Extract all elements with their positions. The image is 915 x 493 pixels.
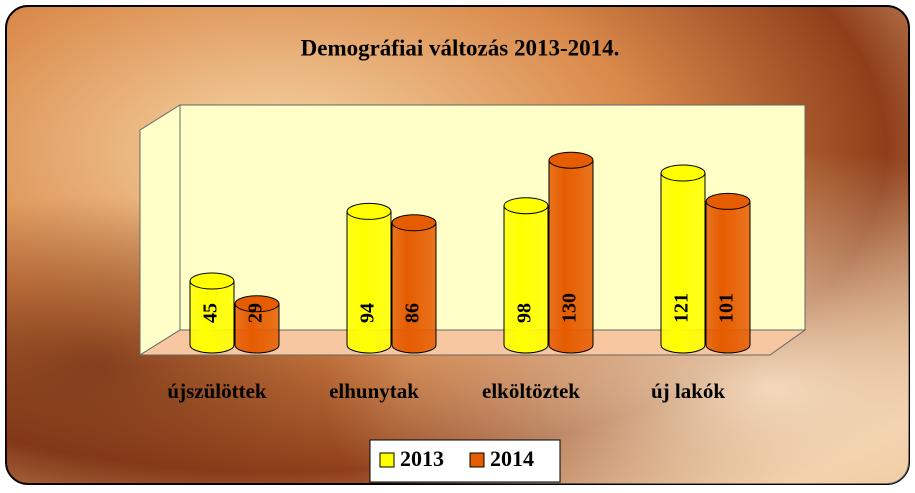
side-wall (139, 104, 181, 356)
bar-body (391, 222, 437, 354)
bar-top (234, 295, 280, 313)
bar (660, 164, 706, 354)
data-label: 94 (357, 303, 379, 323)
x-tick-label: elköltöztek (482, 379, 580, 403)
bar-body (548, 159, 594, 354)
data-label: 98 (514, 303, 536, 323)
data-label: 29 (245, 303, 267, 323)
x-tick-label: újszülöttek (167, 379, 266, 403)
legend-label: 2013 (400, 446, 444, 471)
bar-body (189, 280, 235, 354)
legend-swatch (379, 452, 395, 468)
data-label: 121 (671, 293, 693, 323)
legend (369, 439, 561, 483)
bar (189, 272, 235, 354)
x-tick-label: új lakók (651, 379, 725, 403)
bar-top (346, 202, 392, 220)
bar (391, 214, 437, 354)
data-label: 130 (559, 293, 581, 323)
chart-title: Demográfiai változás 2013-2014. (301, 35, 620, 60)
data-label: 86 (402, 303, 424, 323)
bar-top (660, 164, 706, 182)
x-tick-label: elhunytak (329, 379, 419, 403)
floor (138, 329, 807, 356)
bar-body (503, 205, 549, 354)
bar (234, 295, 280, 354)
plot (189, 151, 751, 354)
bar-body (346, 210, 392, 354)
bar-body (660, 172, 706, 354)
bar-top (391, 214, 437, 232)
legend-label: 2014 (490, 446, 534, 471)
legend-swatch (469, 452, 485, 468)
bar (503, 197, 549, 354)
data-label: 101 (716, 293, 738, 323)
bar-body (705, 200, 751, 354)
bar-body (234, 303, 280, 354)
bar (705, 192, 751, 354)
bar (548, 151, 594, 354)
bar-top (503, 197, 549, 215)
bar-top (189, 272, 235, 290)
bar-top (548, 151, 594, 169)
bar-top (705, 192, 751, 210)
data-label: 45 (200, 303, 222, 323)
bar (346, 202, 392, 354)
